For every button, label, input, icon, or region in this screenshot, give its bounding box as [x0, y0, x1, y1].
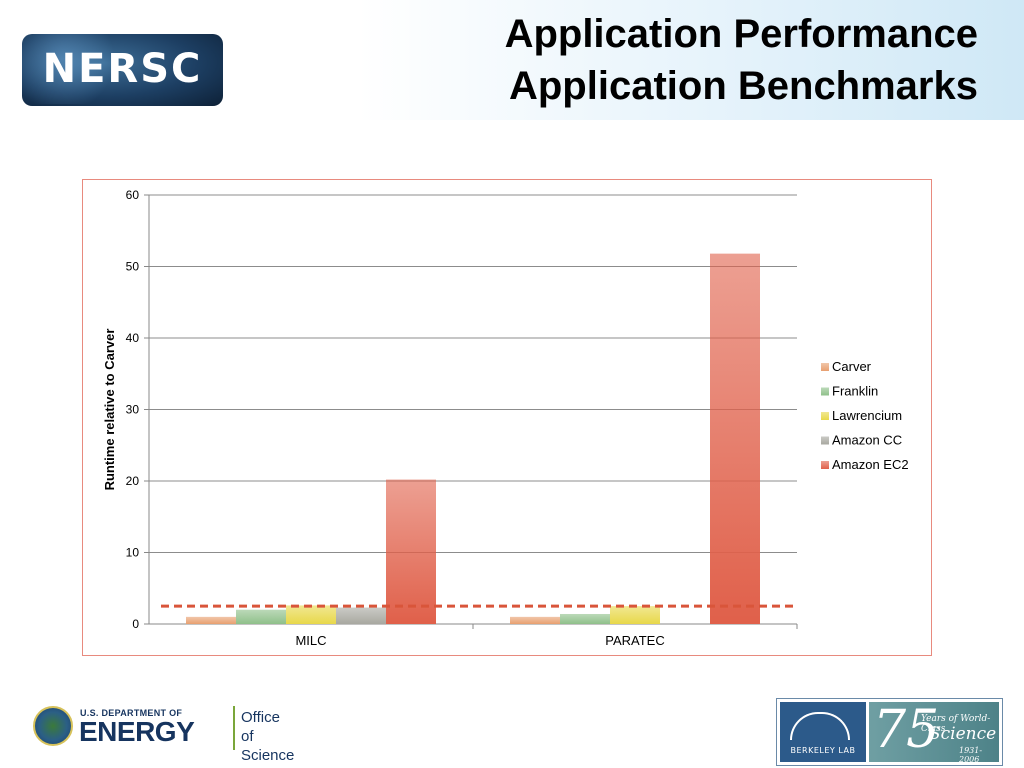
office-of-science-text: Office of Science	[241, 708, 294, 765]
legend-label: Carver	[832, 359, 872, 374]
legend-label: Franklin	[832, 384, 878, 399]
office-line2: Science	[241, 747, 295, 764]
bar-amazon-ec2	[386, 479, 436, 624]
berkeley-lab-panel: BERKELEY LAB	[780, 702, 866, 762]
doe-divider	[233, 706, 235, 750]
x-category-label: MILC	[295, 633, 326, 648]
bar-carver	[186, 616, 236, 624]
anniversary-line1: Years of World-Class	[921, 714, 991, 734]
legend-label: Amazon EC2	[832, 457, 909, 472]
legend-swatch	[821, 363, 829, 371]
bar-lawrencium	[286, 605, 336, 624]
bar-chart: 0 10 20 30 40 50 60 Runtime relative to Carver M…	[102, 188, 909, 648]
slide-title-line1: Application Performance	[504, 12, 978, 56]
y-tick-label: 20	[126, 474, 140, 488]
legend-swatch	[821, 412, 829, 420]
berkeley-lab-75-years-logo: BERKELEY LAB 75 Years of World-Class Sci…	[776, 698, 1003, 766]
chart-frame: 0 10 20 30 40 50 60 Runtime relative to Carver M…	[82, 179, 932, 656]
bar-amazon-cc	[336, 607, 386, 624]
berkeley-lab-name: BERKELEY LAB	[790, 746, 856, 755]
y-tick-label: 60	[126, 188, 140, 202]
y-tick-label: 0	[132, 617, 139, 631]
nersc-logo-text: NERSC	[42, 46, 203, 92]
berkeley-lab-dome-icon	[790, 712, 850, 740]
bar-franklin	[236, 609, 286, 624]
bar-lawrencium	[610, 606, 660, 624]
anniversary-line3: 1931-2006	[959, 746, 983, 764]
y-tick-label: 40	[126, 331, 140, 345]
y-tick-label: 50	[126, 260, 140, 274]
y-axis-label: Runtime relative to Carver	[102, 329, 117, 491]
bar-carver	[510, 616, 560, 624]
doe-seal-icon	[33, 706, 73, 746]
legend-swatch	[821, 461, 829, 469]
legend-label: Lawrencium	[832, 408, 902, 423]
slide-title-line2: Application Benchmarks	[508, 64, 978, 108]
bar-franklin	[560, 613, 610, 624]
slide-header: NERSC Application Performance Applicatio…	[0, 0, 1024, 120]
y-tick-label: 30	[126, 403, 140, 417]
logo-glow	[22, 34, 122, 104]
bar-amazon-ec2	[710, 253, 760, 624]
nersc-logo: NERSC	[22, 34, 223, 106]
legend-label: Amazon CC	[832, 433, 902, 448]
anniversary-number: 75	[873, 700, 940, 760]
anniversary-panel: 75 Years of World-Class Science 1931-200…	[869, 700, 999, 764]
office-line1: Office of	[241, 709, 280, 745]
legend-swatch	[821, 387, 829, 396]
y-tick-label: 10	[126, 546, 140, 560]
slide-title: Application Performance Application Benc…	[505, 8, 978, 112]
anniversary-line2: Science	[929, 724, 997, 744]
doe-energy-text: ENERGY	[79, 716, 195, 747]
doe-office-of-science-logo: U.S. DEPARTMENT OF ENERGY Office of Scie…	[33, 704, 294, 764]
legend-swatch	[821, 436, 829, 445]
x-category-label: PARATEC	[605, 633, 664, 648]
doe-department-text: U.S. DEPARTMENT OF	[80, 708, 183, 718]
